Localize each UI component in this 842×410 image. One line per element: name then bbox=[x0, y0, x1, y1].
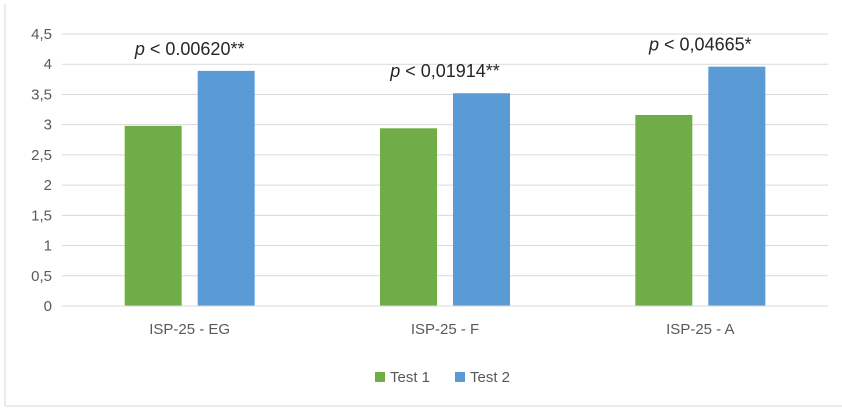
p-value-text: < 0,01914** bbox=[400, 61, 500, 81]
annotations: p < 0.00620**p < 0,01914**p < 0,04665* bbox=[134, 35, 752, 82]
legend: Test 1 Test 2 bbox=[375, 369, 510, 386]
bars bbox=[124, 66, 766, 307]
bar-test-1-2 bbox=[380, 128, 437, 306]
p-value-annotation: p < 0,04665* bbox=[648, 35, 752, 55]
x-axis: ISP-25 - EG ISP-25 - F ISP-25 - A bbox=[62, 305, 828, 338]
y-tick-label: 3,5 bbox=[31, 86, 52, 103]
legend-swatch-test-1 bbox=[375, 372, 385, 382]
legend-label: Test 2 bbox=[470, 369, 510, 386]
bar-test-1-1 bbox=[124, 125, 182, 307]
p-value-annotation: p < 0,01914** bbox=[389, 61, 500, 81]
gridlines bbox=[62, 33, 828, 277]
x-tick-label: ISP-25 - A bbox=[666, 321, 734, 338]
bar-test-1-3 bbox=[635, 114, 693, 307]
y-axis-tick-labels: 0 0,5 1 1,5 2 2,5 3 3,5 4 4,5 bbox=[31, 26, 52, 315]
y-tick-label: 0 bbox=[44, 298, 52, 315]
x-tick-label: ISP-25 - EG bbox=[149, 321, 230, 338]
x-tick-label: ISP-25 - F bbox=[411, 321, 479, 338]
p-value-text: < 0,04665* bbox=[659, 35, 752, 55]
chart-frame bbox=[4, 4, 842, 407]
p-value-symbol: p bbox=[389, 61, 400, 81]
bar-test-2-2 bbox=[453, 93, 510, 306]
bar-test-2-1 bbox=[197, 70, 255, 306]
y-tick-label: 3 bbox=[44, 117, 52, 134]
legend-swatch-test-2 bbox=[455, 372, 465, 382]
y-tick-label: 2 bbox=[44, 177, 52, 194]
y-tick-label: 2,5 bbox=[31, 147, 52, 164]
p-value-text: < 0.00620** bbox=[145, 39, 245, 59]
y-tick-label: 4 bbox=[44, 56, 52, 73]
legend-label: Test 1 bbox=[390, 369, 430, 386]
y-tick-label: 0,5 bbox=[31, 268, 52, 285]
p-value-annotation: p < 0.00620** bbox=[134, 39, 245, 59]
p-value-symbol: p bbox=[648, 35, 659, 55]
bar-test-2-3 bbox=[708, 66, 766, 306]
y-tick-label: 4,5 bbox=[31, 26, 52, 43]
y-tick-label: 1 bbox=[44, 238, 52, 255]
y-tick-label: 1,5 bbox=[31, 207, 52, 224]
p-value-symbol: p bbox=[134, 39, 145, 59]
